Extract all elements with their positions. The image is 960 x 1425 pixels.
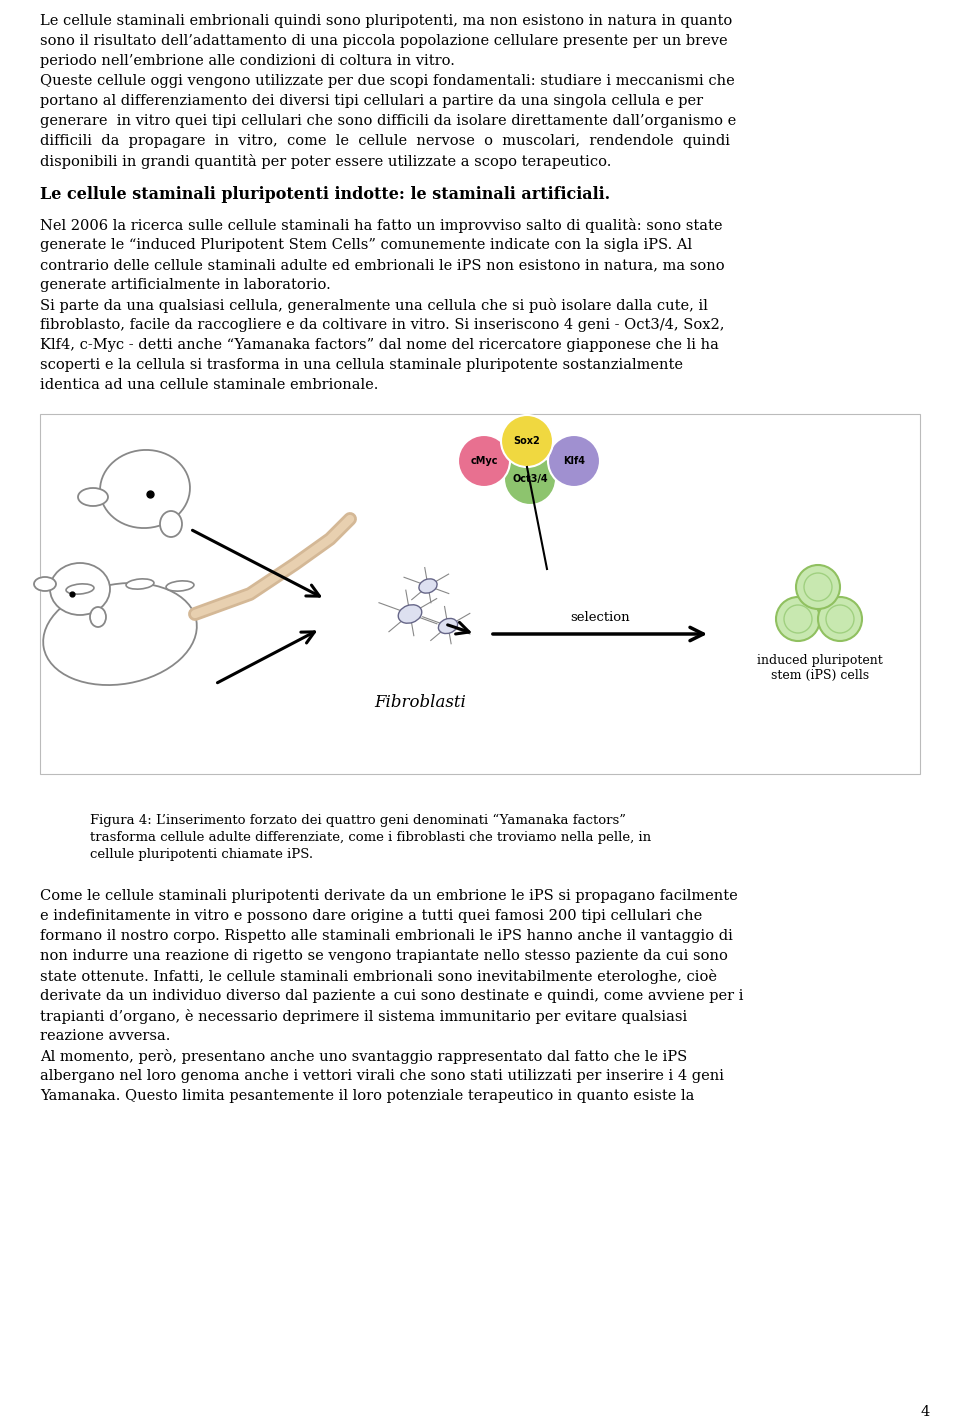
Text: Fibroblasti: Fibroblasti (374, 694, 466, 711)
Ellipse shape (100, 450, 190, 529)
Ellipse shape (398, 604, 421, 623)
Ellipse shape (78, 487, 108, 506)
Text: cMyc: cMyc (470, 456, 497, 466)
Text: sono il risultato dell’adattamento di una piccola popolazione cellulare presente: sono il risultato dell’adattamento di un… (40, 34, 728, 48)
Circle shape (776, 597, 820, 641)
Text: Al momento, però, presentano anche uno svantaggio rappresentato dal fatto che le: Al momento, però, presentano anche uno s… (40, 1049, 687, 1064)
Circle shape (796, 564, 840, 608)
Text: albergano nel loro genoma anche i vettori virali che sono stati utilizzati per i: albergano nel loro genoma anche i vettor… (40, 1069, 724, 1083)
Text: generate artificialmente in laboratorio.: generate artificialmente in laboratorio. (40, 278, 331, 292)
Text: Yamanaka. Questo limita pesantemente il loro potenziale terapeutico in quanto es: Yamanaka. Questo limita pesantemente il … (40, 1089, 694, 1103)
Text: Le cellule staminali embrionali quindi sono pluripotenti, ma non esistono in nat: Le cellule staminali embrionali quindi s… (40, 14, 732, 28)
Text: generare  in vitro quei tipi cellulari che sono difficili da isolare direttament: generare in vitro quei tipi cellulari ch… (40, 114, 736, 128)
Circle shape (501, 415, 553, 467)
Circle shape (504, 453, 556, 504)
Text: Sox2: Sox2 (514, 436, 540, 446)
Text: selection: selection (570, 611, 630, 624)
Text: Si parte da una qualsiasi cellula, generalmente una cellula che si può isolare d: Si parte da una qualsiasi cellula, gener… (40, 298, 708, 314)
Ellipse shape (419, 579, 437, 593)
Circle shape (458, 435, 510, 487)
Text: induced pluripotent
stem (iPS) cells: induced pluripotent stem (iPS) cells (757, 654, 883, 683)
Bar (40, 415, 920, 774)
Text: fibroblasto, facile da raccogliere e da coltivare in vitro. Si inseriscono 4 gen: fibroblasto, facile da raccogliere e da … (40, 318, 725, 332)
Text: Oct3/4: Oct3/4 (513, 475, 548, 485)
Ellipse shape (160, 512, 182, 537)
Ellipse shape (439, 618, 458, 634)
Text: cellule pluripotenti chiamate iPS.: cellule pluripotenti chiamate iPS. (90, 848, 313, 861)
Text: identica ad una cellule staminale embrionale.: identica ad una cellule staminale embrio… (40, 378, 378, 392)
Text: Figura 4: L’inserimento forzato dei quattro geni denominati “Yamanaka factors”: Figura 4: L’inserimento forzato dei quat… (90, 814, 626, 828)
Text: trapianti d’organo, è necessario deprimere il sistema immunitario per evitare qu: trapianti d’organo, è necessario deprime… (40, 1009, 687, 1025)
Circle shape (548, 435, 600, 487)
Text: 4: 4 (921, 1405, 930, 1419)
Ellipse shape (166, 581, 194, 591)
Text: scoperti e la cellula si trasforma in una cellula staminale pluripotente sostanz: scoperti e la cellula si trasforma in un… (40, 358, 683, 372)
Text: derivate da un individuo diverso dal paziente a cui sono destinate e quindi, com: derivate da un individuo diverso dal paz… (40, 989, 743, 1003)
Text: disponibili in grandi quantità per poter essere utilizzate a scopo terapeutico.: disponibili in grandi quantità per poter… (40, 154, 612, 170)
Text: reazione avversa.: reazione avversa. (40, 1029, 170, 1043)
Text: formano il nostro corpo. Rispetto alle staminali embrionali le iPS hanno anche i: formano il nostro corpo. Rispetto alle s… (40, 929, 732, 943)
Text: state ottenute. Infatti, le cellule staminali embrionali sono inevitabilmente et: state ottenute. Infatti, le cellule stam… (40, 969, 717, 985)
Text: Le cellule staminali pluripotenti indotte: le staminali artificiali.: Le cellule staminali pluripotenti indott… (40, 187, 611, 202)
Circle shape (818, 597, 862, 641)
Ellipse shape (50, 563, 110, 616)
Text: non indurre una reazione di rigetto se vengono trapiantate nello stesso paziente: non indurre una reazione di rigetto se v… (40, 949, 728, 963)
Text: Queste cellule oggi vengono utilizzate per due scopi fondamentali: studiare i me: Queste cellule oggi vengono utilizzate p… (40, 74, 734, 88)
Text: generate le “induced Pluripotent Stem Cells” comunemente indicate con la sigla i: generate le “induced Pluripotent Stem Ce… (40, 238, 692, 252)
Ellipse shape (43, 583, 197, 685)
Text: Klf4, c-Myc - detti anche “Yamanaka factors” dal nome del ricercatore giapponese: Klf4, c-Myc - detti anche “Yamanaka fact… (40, 338, 719, 352)
Ellipse shape (90, 607, 106, 627)
Text: e indefinitamente in vitro e possono dare origine a tutti quei famosi 200 tipi c: e indefinitamente in vitro e possono dar… (40, 909, 703, 923)
Ellipse shape (34, 577, 56, 591)
Ellipse shape (126, 579, 154, 589)
Text: contrario delle cellule staminali adulte ed embrionali le iPS non esistono in na: contrario delle cellule staminali adulte… (40, 258, 725, 272)
Text: periodo nell’embrione alle condizioni di coltura in vitro.: periodo nell’embrione alle condizioni di… (40, 54, 455, 68)
Text: Nel 2006 la ricerca sulle cellule staminali ha fatto un improvviso salto di qual: Nel 2006 la ricerca sulle cellule stamin… (40, 218, 723, 234)
Text: trasforma cellule adulte differenziate, come i fibroblasti che troviamo nella pe: trasforma cellule adulte differenziate, … (90, 831, 651, 844)
Text: Klf4: Klf4 (563, 456, 585, 466)
Text: portano al differenziamento dei diversi tipi cellulari a partire da una singola : portano al differenziamento dei diversi … (40, 94, 703, 108)
Text: difficili  da  propagare  in  vitro,  come  le  cellule  nervose  o  muscolari, : difficili da propagare in vitro, come le… (40, 134, 730, 148)
Ellipse shape (66, 584, 94, 594)
Text: Come le cellule staminali pluripotenti derivate da un embrione le iPS si propaga: Come le cellule staminali pluripotenti d… (40, 889, 737, 903)
